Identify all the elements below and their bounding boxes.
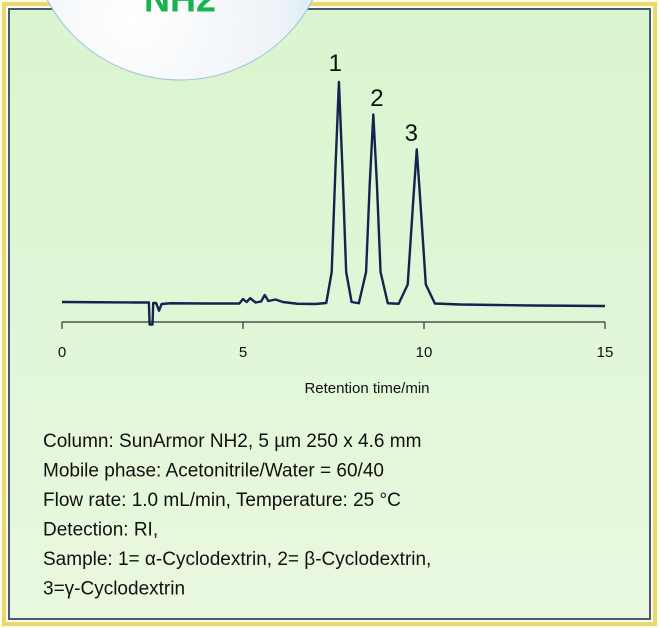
x-axis-label: Retention time/min (304, 380, 429, 397)
method-note: Detection: RI, (43, 520, 158, 541)
method-note: Column: SunArmor NH2, 5 µm 250 x 4.6 mm (43, 431, 421, 452)
logo-disc (46, 0, 314, 81)
method-note: 3=γ-Cyclodextrin (43, 579, 185, 600)
x-tick-label: 5 (239, 344, 247, 361)
x-tick-label: 15 (597, 344, 614, 361)
peak-label: 3 (405, 120, 418, 147)
chromatogram-trace (61, 80, 606, 326)
x-tick-label: 10 (416, 344, 433, 361)
peak-label: 2 (370, 85, 383, 112)
method-note: Sample: 1= α-Cyclodextrin, 2= β-Cyclodex… (43, 549, 431, 570)
panel (8, 8, 651, 620)
method-note: Mobile phase: Acetonitrile/Water = 60/40 (43, 461, 384, 482)
peak-label: 1 (329, 50, 342, 77)
method-note: Flow rate: 1.0 mL/min, Temperature: 25 °… (43, 490, 401, 511)
x-tick-label: 0 (58, 344, 66, 361)
logo-text: NH2 (144, 0, 216, 20)
